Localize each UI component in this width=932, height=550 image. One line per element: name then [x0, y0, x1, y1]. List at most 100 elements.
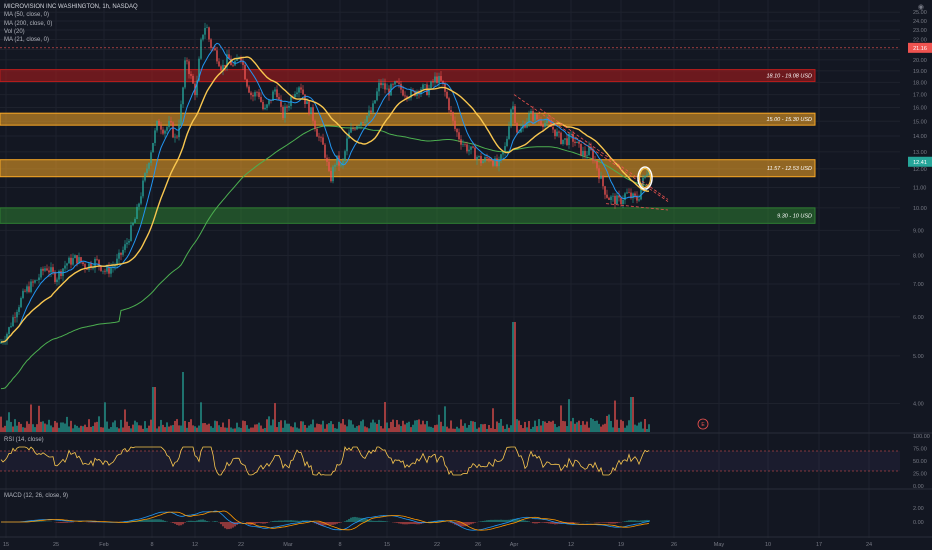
volume-bar — [198, 425, 200, 432]
ma-21-line — [0, 42, 650, 343]
indicator-ma50[interactable]: MA (50, close, 0) — [4, 12, 50, 19]
candle-body — [70, 257, 72, 265]
volume-bar — [404, 424, 406, 432]
macd-histogram-bar — [610, 522, 612, 524]
volume-bar — [56, 422, 58, 432]
candle-body — [26, 286, 28, 292]
candle-body — [8, 327, 10, 335]
volume-bar — [160, 419, 162, 432]
volume-bar — [34, 427, 36, 432]
volume-bar — [444, 406, 446, 432]
volume-bar — [150, 419, 152, 432]
candle-body — [282, 106, 284, 118]
candle-body — [584, 150, 586, 156]
macd-histogram-bar — [246, 522, 248, 524]
volume-bar — [222, 422, 224, 432]
volume-bar — [612, 427, 614, 432]
candle-body — [456, 128, 458, 133]
macd-histogram-bar — [352, 517, 354, 522]
volume-bar — [270, 425, 272, 432]
candle-body — [80, 257, 82, 263]
candle-body — [624, 193, 626, 200]
volume-bar — [586, 421, 588, 432]
candle-body — [554, 129, 556, 137]
volume-bar — [468, 425, 470, 432]
candle-body — [388, 88, 390, 96]
volume-bar — [98, 416, 100, 432]
candle-body — [106, 266, 108, 272]
macd-histogram-bar — [40, 521, 42, 522]
volume-bar — [530, 428, 532, 432]
macd-histogram-bar — [158, 519, 160, 522]
candle-body — [378, 82, 380, 92]
volume-bar — [642, 428, 644, 432]
time-tick-label: 22 — [434, 542, 440, 548]
candle-body — [376, 91, 378, 101]
symbol-title[interactable]: MICROVISION INC WASHINGTON, 1h, NASDAQ — [4, 4, 138, 10]
volume-bar — [108, 428, 110, 432]
candle-body — [310, 107, 312, 115]
price-tick-label: 7.00 — [913, 282, 924, 288]
volume-bar — [166, 422, 168, 432]
volume-bar — [558, 426, 560, 432]
volume-bar — [254, 424, 256, 432]
time-tick-label: May — [714, 542, 725, 548]
candle-body — [392, 84, 394, 85]
volume-bar — [158, 426, 160, 432]
rsi-legend[interactable]: RSI (14, close) — [4, 437, 44, 443]
candle-body — [136, 206, 138, 219]
volume-bar — [78, 427, 80, 432]
candle-body — [438, 76, 440, 83]
volume-bar — [316, 423, 318, 432]
candle-body — [174, 136, 176, 138]
indicator-ma21[interactable]: MA (21, close, 0) — [4, 37, 50, 44]
rsi-tick-label: 0.00 — [913, 484, 924, 490]
macd-histogram-bar — [376, 520, 378, 522]
macd-histogram-bar — [366, 518, 368, 522]
volume-bar — [242, 420, 244, 432]
macd-histogram-bar — [34, 521, 36, 522]
macd-histogram-bar — [298, 520, 300, 522]
candle-body — [470, 146, 472, 150]
volume-bar — [460, 419, 462, 432]
macd-histogram-bar — [612, 522, 614, 524]
volume-bar — [136, 422, 138, 432]
macd-histogram-bar — [460, 522, 462, 527]
candle-body — [626, 192, 628, 194]
price-tick-label: 13.00 — [913, 150, 927, 156]
macd-histogram-bar — [176, 522, 178, 525]
macd-legend[interactable]: MACD (12, 26, close, 9) — [4, 493, 69, 499]
candle-body — [94, 258, 96, 268]
macd-histogram-bar — [534, 522, 536, 524]
volume-bar — [86, 427, 88, 432]
volume-bar — [638, 422, 640, 432]
macd-histogram-bar — [186, 521, 188, 522]
volume-bar — [172, 425, 174, 432]
macd-histogram-bar — [264, 522, 266, 524]
macd-histogram-bar — [282, 520, 284, 522]
indicator-ma200[interactable]: MA (200, close, 0) — [4, 20, 53, 27]
volume-bar — [206, 424, 208, 432]
volume-bar — [574, 423, 576, 432]
candle-body — [68, 257, 70, 264]
volume-bar — [464, 423, 466, 432]
eye-icon[interactable]: ◉ — [917, 4, 924, 11]
volume-bar — [0, 416, 2, 432]
volume-bar — [216, 421, 218, 432]
macd-histogram-bar — [626, 520, 628, 522]
indicator-vol[interactable]: Vol (20) — [4, 28, 25, 35]
candle-body — [524, 124, 526, 128]
volume-bar — [424, 424, 426, 432]
candle-body — [210, 39, 212, 48]
macd-histogram-bar — [362, 517, 364, 522]
macd-histogram-bar — [182, 522, 184, 525]
candle-body — [488, 158, 490, 161]
candle-body — [370, 110, 372, 113]
price-axis: 25.0024.0023.0022.0021.0020.0019.0018.00… — [900, 0, 932, 550]
macd-histogram-bar — [364, 518, 366, 522]
macd-histogram-bar — [346, 520, 348, 522]
candle-body — [302, 89, 304, 95]
volume-bar — [278, 422, 280, 432]
candle-body — [340, 164, 342, 166]
